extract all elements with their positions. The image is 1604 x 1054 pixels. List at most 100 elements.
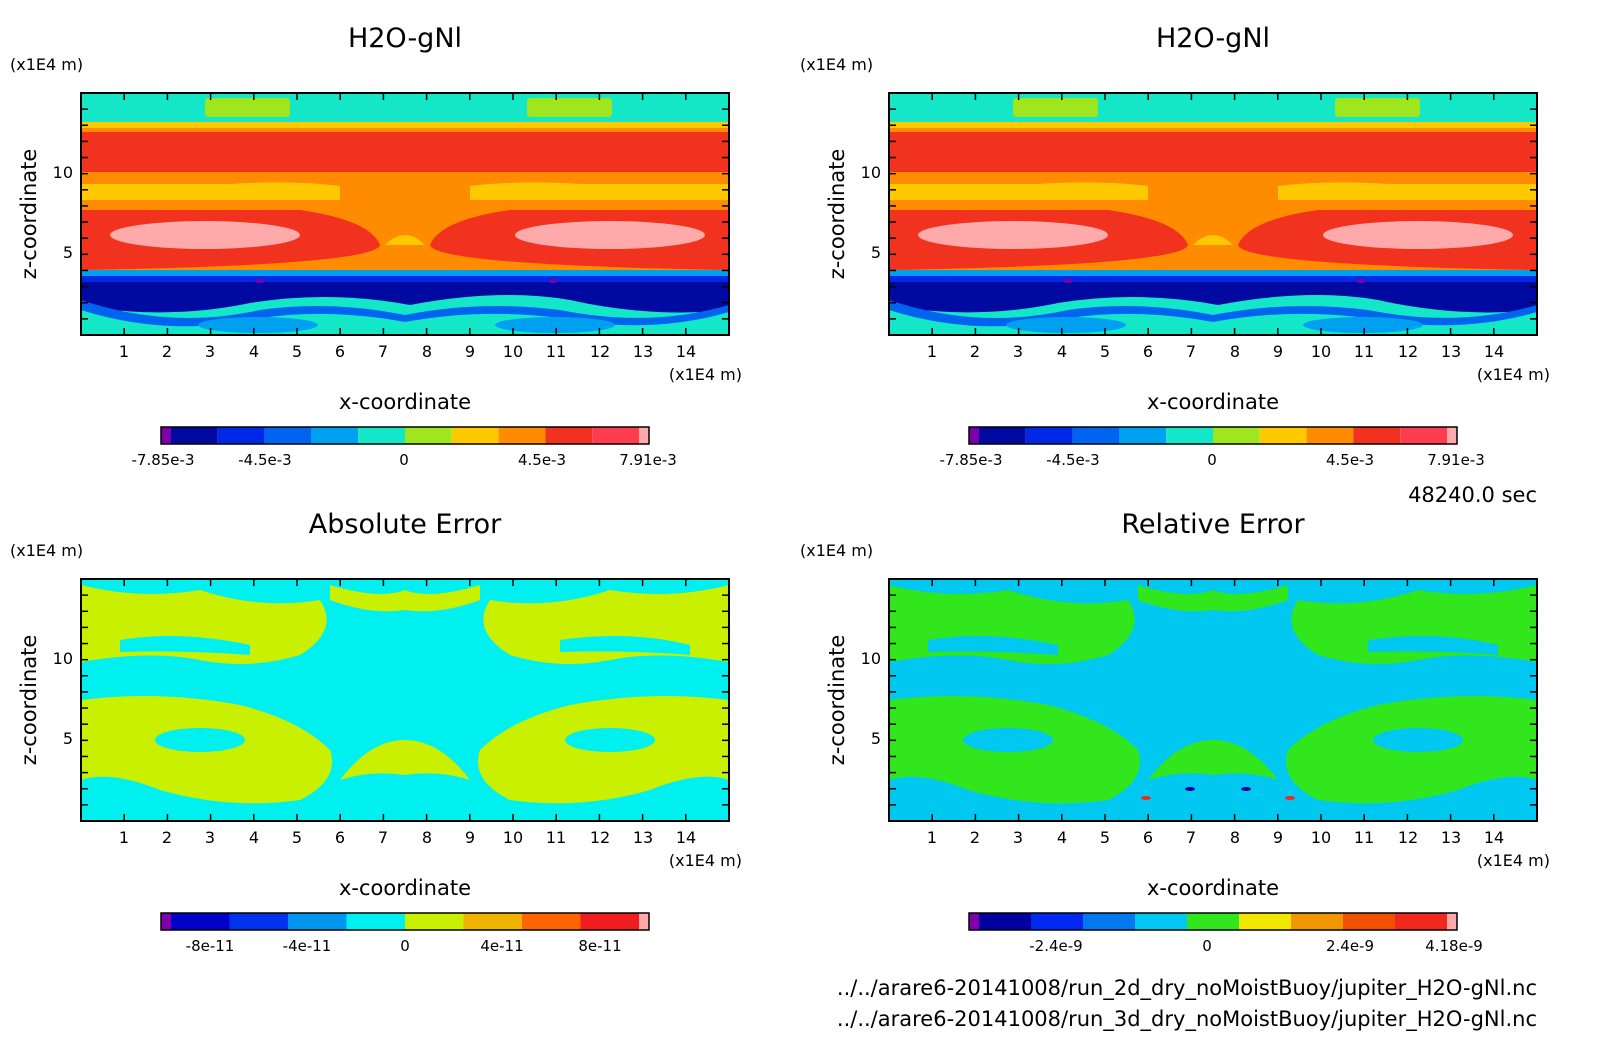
y-tick-label: 10 <box>53 163 73 182</box>
contour-field <box>889 93 1537 335</box>
file-path-1: ../../arare6-20141008/run_2d_dry_noMoist… <box>837 976 1537 1001</box>
y-tick-label: 5 <box>871 729 881 748</box>
x-tick-marks <box>889 93 1537 335</box>
x-tick-label: 5 <box>292 828 302 847</box>
x-tick-label: 1 <box>927 342 937 361</box>
colorbar-swatch <box>463 913 522 930</box>
colorbar <box>968 426 1458 445</box>
colorbar-label: 0 <box>400 937 410 955</box>
x-tick-label: 3 <box>1013 342 1023 361</box>
colorbar-label: -7.85e-3 <box>132 451 195 469</box>
x-tick-marks <box>81 579 729 821</box>
x-tick-label: 14 <box>676 828 696 847</box>
colorbar-swatch <box>405 427 452 444</box>
x-tick-label: 2 <box>970 828 980 847</box>
x-tick-label: 11 <box>546 828 566 847</box>
x-axis-label: x-coordinate <box>1147 390 1279 414</box>
colorbar-label: 4.5e-3 <box>1326 451 1374 469</box>
y-tick-label: 5 <box>63 729 73 748</box>
x-axis-label: x-coordinate <box>339 876 471 900</box>
x-tick-label: 8 <box>1230 342 1240 361</box>
x-tick-label: 3 <box>1013 828 1023 847</box>
colorbar-swatch <box>969 913 979 930</box>
colorbar-label: 0 <box>399 451 409 469</box>
colorbar-label: 4e-11 <box>480 937 523 955</box>
colorbar-swatch <box>979 913 1031 930</box>
colorbar-swatch <box>311 427 359 444</box>
x-tick-marks <box>889 579 1537 821</box>
colorbar-swatch <box>1072 427 1120 444</box>
y-axis-label: z-coordinate <box>825 635 849 766</box>
colorbar-swatch <box>1025 427 1073 444</box>
x-tick-label: 10 <box>503 828 523 847</box>
colorbar <box>968 912 1458 931</box>
panel-title: H2O-gNl <box>1156 23 1270 54</box>
colorbar-label: 8e-11 <box>578 937 621 955</box>
x-tick-labels: 1 2 3 4 5 6 7 8 9 10 11 12 13 14 <box>927 828 1504 847</box>
x-tick-label: 1 <box>927 828 937 847</box>
colorbar-swatch <box>1306 427 1354 444</box>
plot-frame <box>80 578 730 822</box>
colorbar-swatch <box>217 427 265 444</box>
colorbar-swatch <box>264 427 312 444</box>
colorbar-label: -4.5e-3 <box>1046 451 1099 469</box>
colorbar-swatch <box>288 913 347 930</box>
colorbar-swatch <box>1395 913 1447 930</box>
contour-field <box>889 579 1537 821</box>
x-tick-label: 8 <box>1230 828 1240 847</box>
y-unit-label: (x1E4 m) <box>800 55 873 74</box>
time-label: 48240.0 sec <box>1408 483 1537 507</box>
colorbar-swatch <box>1400 427 1447 444</box>
colorbar-frame <box>160 426 650 445</box>
x-tick-label: 10 <box>503 342 523 361</box>
colorbar <box>160 426 650 445</box>
colorbar-swatch <box>639 913 649 930</box>
colorbar-label: -4e-11 <box>283 937 332 955</box>
plot-frame <box>888 92 1538 336</box>
colorbar-label: 4.18e-9 <box>1425 937 1483 955</box>
y-unit-label: (x1E4 m) <box>10 55 83 74</box>
x-unit-label: (x1E4 m) <box>1477 365 1550 384</box>
x-tick-label: 13 <box>1441 828 1461 847</box>
x-tick-label: 2 <box>162 342 172 361</box>
x-tick-label: 8 <box>422 342 432 361</box>
colorbar-label: 0 <box>1202 937 1212 955</box>
colorbar-label: 4.5e-3 <box>518 451 566 469</box>
x-tick-label: 13 <box>633 828 653 847</box>
x-tick-labels: 1 2 3 4 5 6 7 8 9 10 11 12 13 14 <box>927 342 1504 361</box>
panel-title: Relative Error <box>1121 509 1305 540</box>
colorbar-label: -2.4e-9 <box>1029 937 1082 955</box>
colorbar-swatch <box>1343 913 1395 930</box>
x-tick-label: 6 <box>335 342 345 361</box>
x-tick-label: 11 <box>1354 828 1374 847</box>
colorbar-swatch <box>171 913 230 930</box>
x-tick-label: 8 <box>422 828 432 847</box>
colorbar-swatch <box>498 427 546 444</box>
x-tick-label: 4 <box>1057 828 1067 847</box>
x-tick-label: 11 <box>546 342 566 361</box>
contour-field <box>81 93 729 335</box>
x-tick-label: 6 <box>1143 828 1153 847</box>
x-tick-label: 13 <box>1441 342 1461 361</box>
x-tick-label: 6 <box>335 828 345 847</box>
x-tick-label: 10 <box>1311 828 1331 847</box>
y-tick-label: 5 <box>871 243 881 262</box>
x-tick-label: 2 <box>162 828 172 847</box>
plot-frame <box>80 92 730 336</box>
colorbar-swatch <box>1239 913 1291 930</box>
colorbar-swatch <box>639 427 649 444</box>
x-tick-label: 13 <box>633 342 653 361</box>
y-axis-label: z-coordinate <box>17 149 41 280</box>
x-tick-label: 9 <box>1273 342 1283 361</box>
colorbar-swatch <box>405 913 464 930</box>
colorbar-frame <box>160 912 650 931</box>
y-tick-label: 10 <box>861 163 881 182</box>
file-path-2: ../../arare6-20141008/run_3d_dry_noMoist… <box>837 1007 1537 1032</box>
colorbar-swatch <box>580 913 639 930</box>
colorbar-swatch <box>1353 427 1401 444</box>
y-unit-label: (x1E4 m) <box>10 541 83 560</box>
colorbar-swatch <box>592 427 639 444</box>
panel-title: H2O-gNl <box>348 23 462 54</box>
colorbar-swatch <box>545 427 593 444</box>
panel-bottom-right: Relative Error (x1E4 m) 1 2 3 <box>800 509 1550 955</box>
